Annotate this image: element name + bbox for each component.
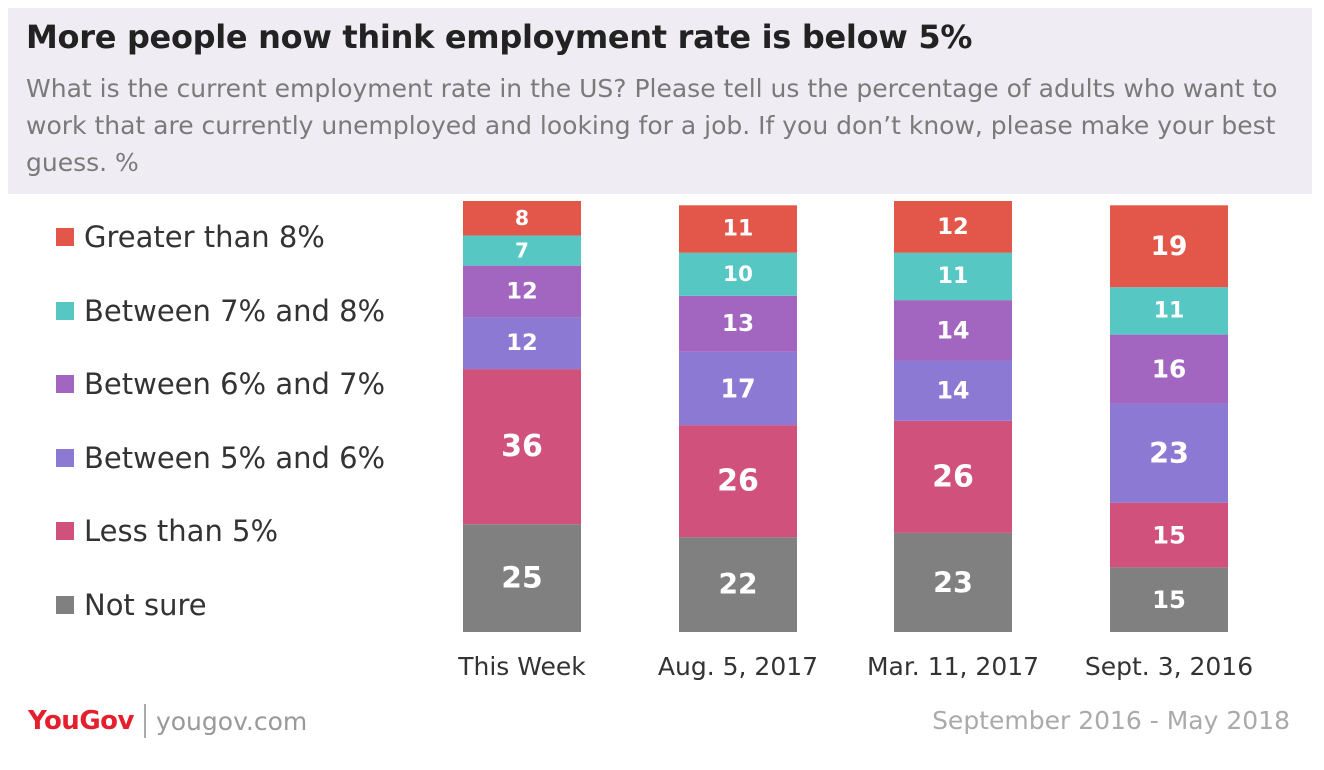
data-label: 12 — [506, 330, 537, 356]
data-label: 14 — [937, 377, 970, 405]
legend-label: Greater than 8% — [84, 220, 325, 254]
legend-swatch — [56, 375, 74, 393]
bar-segment — [463, 524, 581, 632]
data-label: 12 — [937, 214, 968, 240]
data-label: 14 — [937, 316, 970, 344]
data-label: 7 — [515, 239, 529, 263]
yougov-logo: YouGov — [28, 706, 134, 736]
data-label: 25 — [501, 561, 542, 596]
data-label: 15 — [1152, 585, 1186, 614]
footer-brand: YouGov yougov.com — [28, 704, 307, 738]
data-label: 11 — [1154, 298, 1185, 323]
data-label: 12 — [506, 279, 537, 305]
legend-swatch — [56, 522, 74, 540]
data-label: 23 — [1149, 436, 1189, 470]
bar-segment — [1110, 502, 1228, 568]
category-label: Mar. 11, 2017 — [867, 652, 1039, 681]
data-label: 26 — [717, 464, 759, 499]
category-label: Sept. 3, 2016 — [1085, 652, 1253, 681]
legend-item: Between 5% and 6% — [56, 440, 386, 475]
data-label: 26 — [932, 459, 974, 494]
bar-segment — [894, 420, 1012, 533]
data-label: 15 — [1152, 521, 1186, 550]
footer-date-range: September 2016 - May 2018 — [932, 706, 1290, 735]
bar-segment — [679, 295, 797, 352]
legend-item: Not sure — [56, 587, 207, 622]
legend-swatch — [56, 301, 74, 320]
chart-subtitle: What is the current employment rate in t… — [26, 74, 1278, 177]
legend-label: Between 5% and 6% — [84, 440, 386, 475]
category-label: This Week — [457, 652, 586, 681]
legend-swatch — [56, 595, 74, 614]
legend-item: Between 6% and 7% — [56, 367, 386, 401]
data-label: 11 — [938, 264, 969, 289]
legend-swatch — [56, 448, 74, 467]
bar-segment — [463, 201, 581, 236]
data-label: 11 — [723, 217, 754, 242]
bar-segment — [1110, 205, 1228, 288]
bar-segment — [1110, 567, 1228, 632]
bar-segment — [894, 532, 1012, 632]
legend-item: Between 7% and 8% — [56, 293, 386, 328]
data-label: 16 — [1152, 355, 1187, 384]
bar-segment — [894, 252, 1012, 301]
bar-segment — [894, 360, 1012, 421]
data-label: 8 — [515, 206, 529, 230]
bar-segment — [1110, 334, 1228, 404]
bar-segment — [463, 317, 581, 370]
stacked-bar-chart: 25 36 12 12 7 8 This Week 22 26 17 13 10 11 Aug. 5, 2… — [457, 201, 1253, 681]
bar-segment — [1110, 403, 1228, 503]
brand-divider — [143, 704, 146, 738]
legend-swatch — [56, 228, 74, 246]
legend-item: Greater than 8% — [56, 220, 325, 254]
data-label: 22 — [718, 568, 757, 601]
data-label: 10 — [723, 262, 753, 287]
legend-label: Less than 5% — [84, 514, 279, 548]
bar-segment — [679, 537, 797, 632]
data-label: 19 — [1151, 231, 1188, 262]
bar-segment — [679, 425, 797, 538]
data-label: 13 — [722, 311, 754, 337]
bar-segment — [463, 235, 581, 266]
legend-item: Less than 5% — [56, 514, 279, 548]
data-label: 17 — [720, 373, 755, 403]
bar-segment — [679, 252, 797, 296]
bar-segment — [679, 205, 797, 253]
bar-segment — [894, 201, 1012, 253]
brand-url: yougov.com — [155, 706, 308, 736]
legend-label: Between 6% and 7% — [84, 367, 386, 401]
bar-segment — [463, 265, 581, 318]
data-label: 36 — [501, 429, 543, 464]
data-label: 23 — [933, 565, 973, 599]
legend-label: Between 7% and 8% — [84, 293, 386, 328]
chart-header: More people now think employment rate is… — [8, 8, 1312, 194]
bar-segment — [463, 369, 581, 525]
chart-title: More people now think employment rate is… — [26, 18, 973, 56]
legend-label: Not sure — [84, 587, 207, 622]
bar-segment — [679, 351, 797, 426]
category-label: Aug. 5, 2017 — [658, 652, 818, 681]
bar-segment — [894, 300, 1012, 361]
bar-segment — [1110, 287, 1228, 335]
